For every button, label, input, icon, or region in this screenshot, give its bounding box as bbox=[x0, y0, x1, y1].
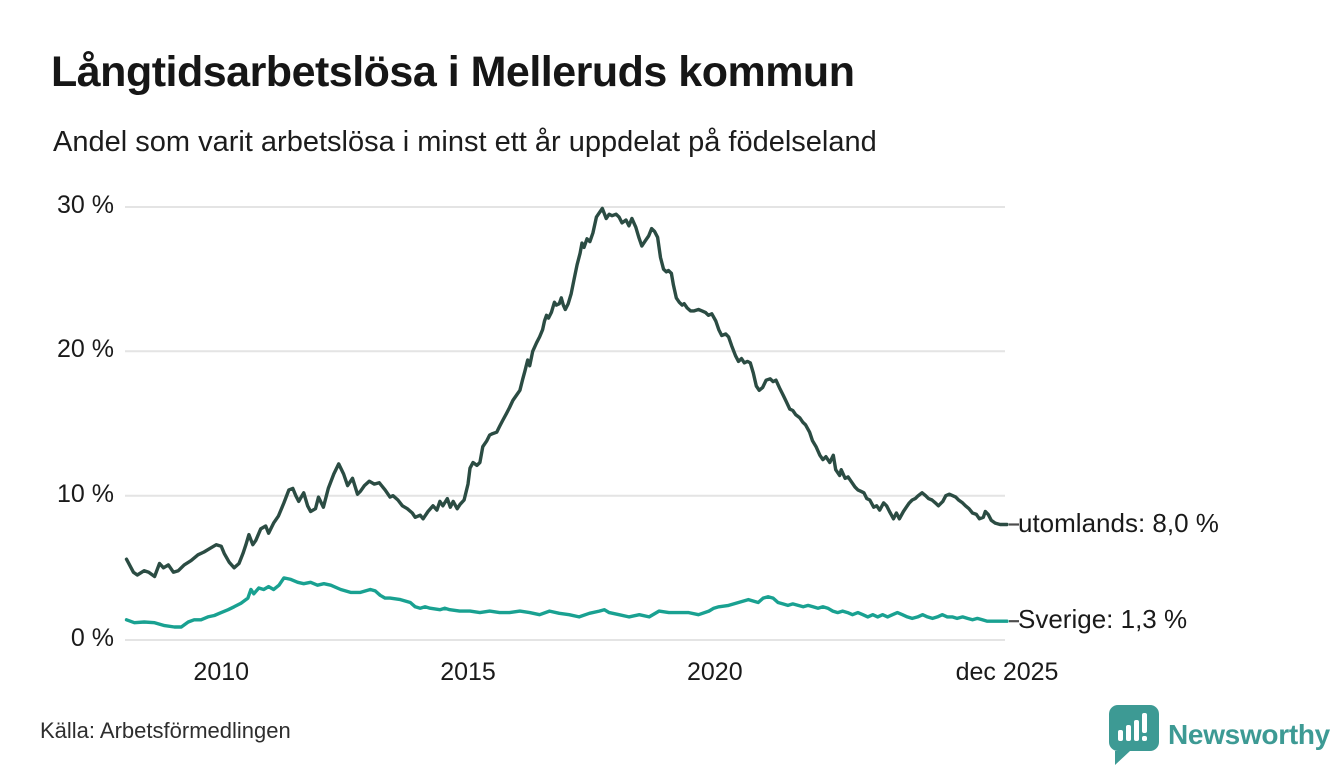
chart-subtitle: Andel som varit arbetslösa i minst ett å… bbox=[53, 126, 877, 158]
x-axis-tick-label: 2015 bbox=[440, 658, 496, 686]
y-axis-tick-label: 0 % bbox=[70, 624, 114, 652]
utomlands-line bbox=[124, 206, 1009, 579]
chart-title: Långtidsarbetslösa i Melleruds kommun bbox=[51, 48, 855, 96]
newsworthy-logo-icon bbox=[1109, 705, 1159, 765]
newsworthy-logo-text: Newsworthy bbox=[1168, 719, 1330, 750]
newsworthy-logo: Newsworthy bbox=[1106, 704, 1330, 766]
x-axis-tick-label: 2010 bbox=[193, 658, 250, 686]
Sverige-line bbox=[124, 576, 1009, 629]
y-axis-tick-label: 20 % bbox=[57, 335, 114, 364]
series-end-label-sverige: Sverige: 1,3 % bbox=[1018, 604, 1188, 635]
y-axis-tick-label: 10 % bbox=[57, 479, 114, 508]
y-axis-tick-label: 30 % bbox=[57, 191, 114, 219]
x-axis-tick-label: 2020 bbox=[686, 658, 743, 686]
source-credit: Källa: Arbetsförmedlingen bbox=[40, 718, 291, 743]
series-end-label-utomlands: utomlands: 8,0 % bbox=[1018, 507, 1219, 538]
x-axis-tick-label: dec 2025 bbox=[955, 658, 1059, 686]
